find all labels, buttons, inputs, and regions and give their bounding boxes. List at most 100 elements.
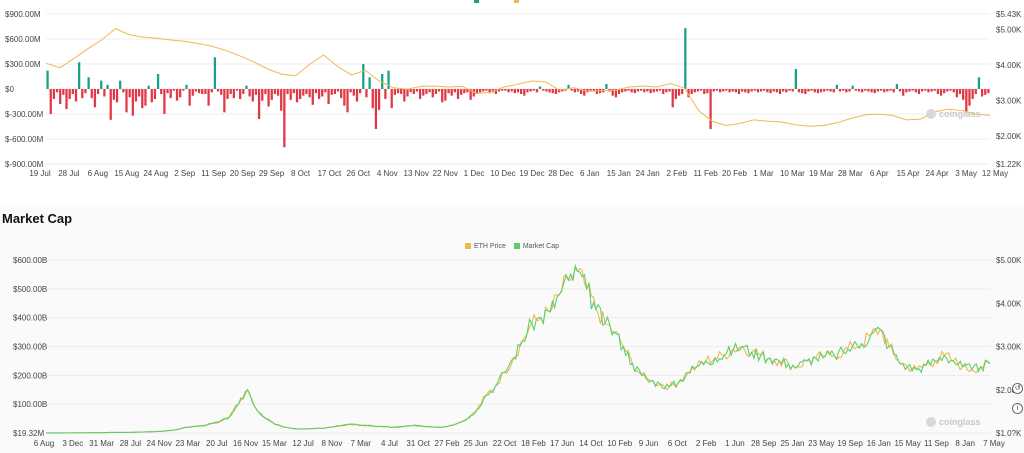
x-tick-label: 4 Jul: [381, 439, 398, 448]
netflow-bar: [658, 89, 662, 91]
left-tick-label: $100.00B: [13, 400, 47, 409]
netflow-bar: [570, 89, 573, 91]
x-tick-label: 15 Apr: [897, 169, 920, 178]
netflow-bar: [302, 89, 305, 96]
netflow-bar: [340, 89, 343, 99]
x-tick-label: 19 Dec: [519, 169, 544, 178]
netflow-bar: [119, 80, 122, 89]
netflow-bar: [857, 89, 861, 92]
netflow-bar: [134, 89, 138, 102]
netflow-bar: [406, 89, 409, 97]
netflow-bar: [235, 89, 239, 91]
netflow-bar: [504, 89, 507, 91]
x-tick-label: 31 Mar: [89, 439, 114, 448]
netflow-bar: [210, 89, 213, 93]
left-tick-label: $-300.00M: [5, 110, 44, 119]
x-tick-label: 7 May: [983, 439, 1005, 448]
netflow-bar: [147, 85, 150, 89]
reset-zoom-icon[interactable]: ↺: [1012, 383, 1023, 394]
netflow-bar: [930, 89, 933, 92]
netflow-bar: [131, 89, 134, 116]
netflow-bar: [731, 89, 734, 92]
netflow-bar: [829, 89, 832, 92]
x-tick-label: 20 Feb: [722, 169, 747, 178]
netflow-bar: [428, 89, 431, 93]
netflow-bar: [213, 57, 217, 89]
netflow-bar: [384, 89, 387, 99]
netflow-bar: [267, 89, 270, 107]
x-tick-label: 3 May: [955, 169, 977, 178]
x-tick-label: 6 Aug: [88, 169, 108, 178]
netflow-bar: [895, 84, 898, 89]
left-tick-label: $0: [5, 85, 14, 94]
legend-swatch-icon: [464, 243, 471, 249]
netflow-bar: [273, 89, 277, 94]
netflow-bar: [681, 89, 684, 94]
netflow-bar: [573, 89, 576, 93]
x-tick-label: 24 Aug: [143, 169, 168, 178]
x-tick-label: 28 Dec: [548, 169, 573, 178]
left-tick-label: $300.00M: [5, 60, 41, 69]
netflow-bar: [759, 89, 763, 92]
netflow-bar: [453, 89, 456, 93]
netflow-bar: [655, 89, 659, 92]
info-icon[interactable]: i: [1012, 403, 1023, 414]
x-tick-label: 10 Mar: [780, 169, 805, 178]
netflow-bar: [980, 89, 984, 97]
x-tick-label: 12 Jul: [292, 439, 314, 448]
netflow-bar: [207, 89, 210, 106]
x-tick-label: 6 Apr: [870, 169, 889, 178]
netflow-bar: [643, 89, 646, 93]
netflow-bar: [876, 89, 880, 92]
netflow-bar: [317, 89, 321, 99]
x-tick-label: 17 Oct: [318, 169, 342, 178]
netflow-bar: [333, 89, 337, 94]
netflow-bar: [867, 89, 870, 92]
legend-swatch-price[interactable]: [514, 0, 519, 3]
netflow-bar: [728, 89, 731, 93]
netflow-bar: [589, 89, 592, 91]
netflow-bar: [415, 89, 419, 92]
netflow-bar: [141, 89, 144, 109]
netflow-bar: [968, 89, 971, 106]
legend-label: Market Cap: [522, 243, 560, 250]
netflow-bar: [772, 89, 775, 92]
netflow-bar: [166, 89, 169, 94]
x-tick-label: 22 Oct: [493, 439, 517, 448]
x-tick-label: 11 Sep: [201, 169, 226, 178]
netflow-bar: [939, 89, 943, 96]
netflow-bar: [595, 89, 599, 94]
x-tick-label: 14 Oct: [579, 439, 603, 448]
legend-item-eth-price[interactable]: ETH Price: [464, 243, 506, 250]
netflow-bar: [400, 89, 403, 94]
netflow-bar: [908, 89, 911, 92]
netflow-bar: [946, 89, 949, 92]
netflow-bar: [617, 89, 621, 94]
netflow-bar: [355, 89, 359, 102]
right-tick-label: $4.00K: [996, 61, 1022, 70]
left-tick-label: $400.00B: [13, 314, 47, 323]
x-tick-label: 25 Jun: [464, 439, 488, 448]
eth-price-line: [45, 28, 991, 127]
x-tick-label: 25 Jan: [780, 439, 804, 448]
netflow-bar: [115, 89, 119, 103]
x-tick-label: 2 Sep: [174, 169, 195, 178]
x-tick-label: 19 Sep: [837, 439, 863, 448]
netflow-bar: [715, 89, 719, 91]
netflow-bar: [813, 89, 816, 93]
netflow-bar: [971, 89, 974, 99]
left-tick-label: $19.32M: [13, 429, 44, 438]
market-cap-lines: [45, 263, 991, 434]
netflow-bar: [879, 89, 883, 91]
netflow-bar: [712, 89, 715, 92]
netflow-bar: [905, 89, 908, 93]
netflow-bar: [690, 89, 693, 94]
legend-label: ETH Price: [473, 243, 506, 250]
netflow-bar: [965, 89, 968, 113]
legend-item-market-cap[interactable]: Market Cap: [513, 243, 560, 250]
netflow-bar: [782, 89, 785, 92]
legend-swatch-inflow[interactable]: [474, 0, 479, 3]
netflow-bar: [763, 89, 766, 91]
left-tick-label: $200.00B: [13, 371, 47, 380]
netflow-bar: [261, 89, 264, 101]
